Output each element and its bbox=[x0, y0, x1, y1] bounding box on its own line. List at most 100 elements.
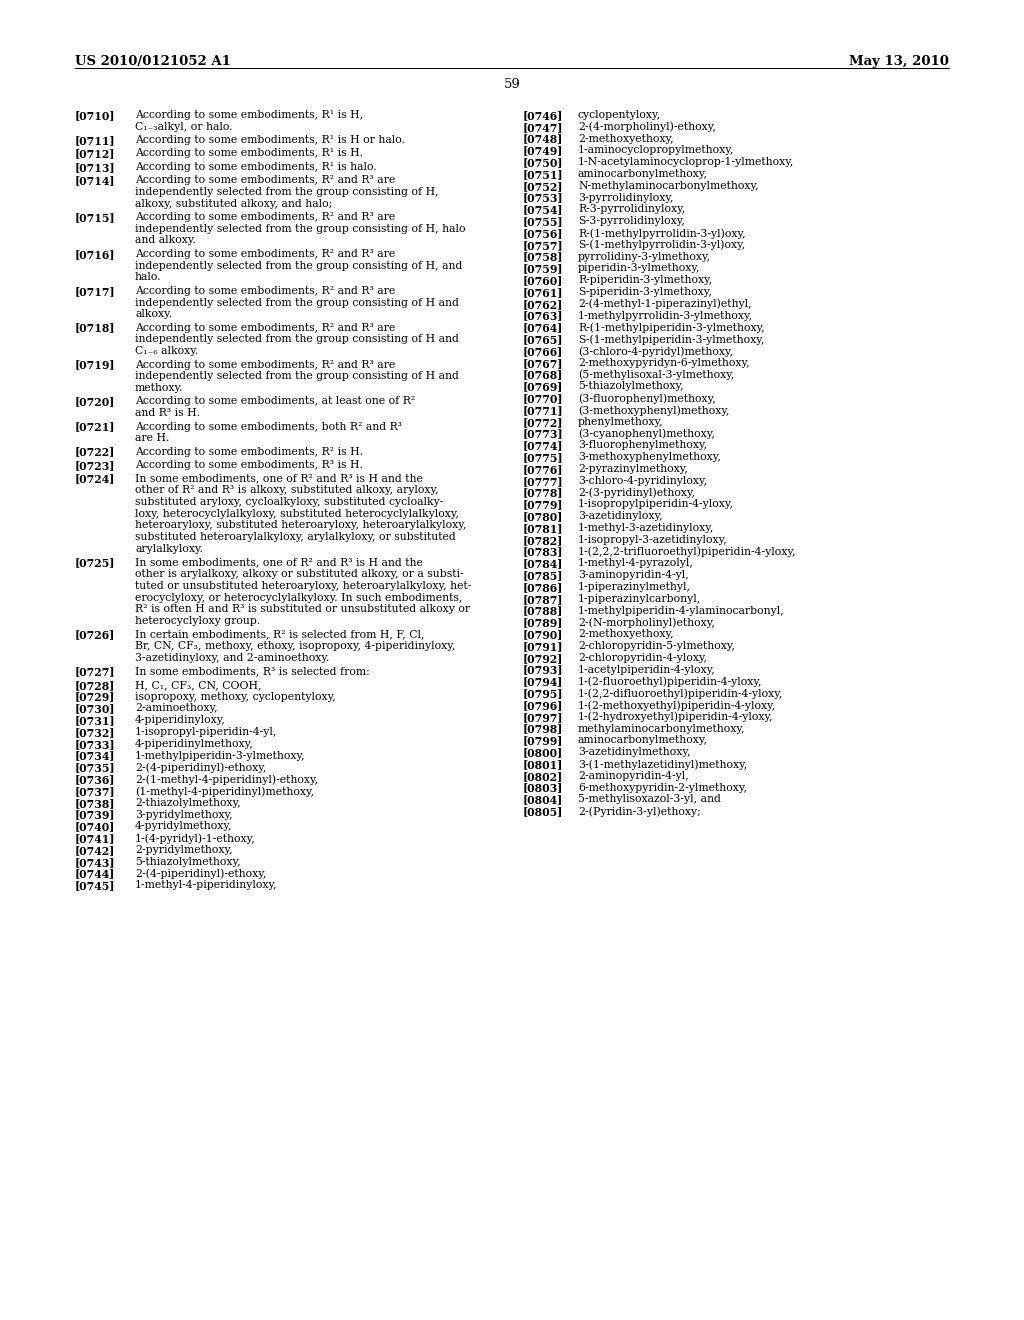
Text: According to some embodiments, R¹ is halo.: According to some embodiments, R¹ is hal… bbox=[135, 161, 377, 172]
Text: [0773]: [0773] bbox=[523, 429, 563, 440]
Text: 2-(4-piperidinyl)-ethoxy,: 2-(4-piperidinyl)-ethoxy, bbox=[135, 869, 266, 879]
Text: R-(1-methylpiperidin-3-ylmethoxy,: R-(1-methylpiperidin-3-ylmethoxy, bbox=[578, 322, 765, 333]
Text: alkoxy.: alkoxy. bbox=[135, 309, 172, 319]
Text: [0728]: [0728] bbox=[75, 680, 116, 690]
Text: 1-(2,2-difluoroethyl)piperidin-4-yloxy,: 1-(2,2-difluoroethyl)piperidin-4-yloxy, bbox=[578, 688, 783, 698]
Text: [0791]: [0791] bbox=[523, 642, 563, 652]
Text: [0761]: [0761] bbox=[523, 286, 563, 298]
Text: [0733]: [0733] bbox=[75, 739, 116, 750]
Text: other of R² and R³ is alkoxy, substituted alkoxy, aryloxy,: other of R² and R³ is alkoxy, substitute… bbox=[135, 484, 438, 495]
Text: 2-thiazolylmethoxy,: 2-thiazolylmethoxy, bbox=[135, 797, 241, 808]
Text: [0793]: [0793] bbox=[523, 664, 563, 676]
Text: aminocarbonylmethoxy,: aminocarbonylmethoxy, bbox=[578, 169, 708, 180]
Text: pyrrolidiny-3-ylmethoxy,: pyrrolidiny-3-ylmethoxy, bbox=[578, 252, 711, 261]
Text: In some embodiments, one of R² and R³ is H and the: In some embodiments, one of R² and R³ is… bbox=[135, 473, 423, 483]
Text: [0732]: [0732] bbox=[75, 727, 116, 738]
Text: [0805]: [0805] bbox=[523, 807, 563, 817]
Text: [0747]: [0747] bbox=[523, 121, 563, 133]
Text: [0731]: [0731] bbox=[75, 715, 116, 726]
Text: (5-methylisoxal-3-ylmethoxy,: (5-methylisoxal-3-ylmethoxy, bbox=[578, 370, 734, 380]
Text: heteroaryloxy, substituted heteroaryloxy, heteroarylalkyloxy,: heteroaryloxy, substituted heteroaryloxy… bbox=[135, 520, 466, 531]
Text: piperidin-3-ylmethoxy,: piperidin-3-ylmethoxy, bbox=[578, 264, 700, 273]
Text: (1-methyl-4-piperidinyl)methoxy,: (1-methyl-4-piperidinyl)methoxy, bbox=[135, 785, 314, 796]
Text: other is arylalkoxy, alkoxy or substituted alkoxy, or a substi-: other is arylalkoxy, alkoxy or substitut… bbox=[135, 569, 464, 579]
Text: [0748]: [0748] bbox=[523, 133, 563, 145]
Text: and R³ is H.: and R³ is H. bbox=[135, 408, 200, 418]
Text: 1-isopropyl-piperidin-4-yl,: 1-isopropyl-piperidin-4-yl, bbox=[135, 727, 278, 737]
Text: [0798]: [0798] bbox=[523, 723, 563, 735]
Text: According to some embodiments, R² is H.: According to some embodiments, R² is H. bbox=[135, 446, 362, 457]
Text: 2-methoxyethoxy,: 2-methoxyethoxy, bbox=[578, 630, 674, 639]
Text: Br, CN, CF₃, methoxy, ethoxy, isopropoxy, 4-piperidinyloxy,: Br, CN, CF₃, methoxy, ethoxy, isopropoxy… bbox=[135, 642, 456, 651]
Text: 3-fluorophenylmethoxy,: 3-fluorophenylmethoxy, bbox=[578, 441, 708, 450]
Text: 2-methoxyethoxy,: 2-methoxyethoxy, bbox=[578, 133, 674, 144]
Text: 3-azetidinylmethoxy,: 3-azetidinylmethoxy, bbox=[578, 747, 690, 758]
Text: S-3-pyrrolidinyloxy,: S-3-pyrrolidinyloxy, bbox=[578, 216, 685, 226]
Text: 2-methoxypyridyn-6-ylmethoxy,: 2-methoxypyridyn-6-ylmethoxy, bbox=[578, 358, 750, 368]
Text: 2-(4-methyl-1-piperazinyl)ethyl,: 2-(4-methyl-1-piperazinyl)ethyl, bbox=[578, 298, 752, 309]
Text: arylalkyloxy.: arylalkyloxy. bbox=[135, 544, 203, 554]
Text: [0724]: [0724] bbox=[75, 473, 116, 484]
Text: 1-isopropyl-3-azetidinyloxy,: 1-isopropyl-3-azetidinyloxy, bbox=[578, 535, 728, 545]
Text: independently selected from the group consisting of H and: independently selected from the group co… bbox=[135, 371, 459, 381]
Text: 2-aminopyridin-4-yl,: 2-aminopyridin-4-yl, bbox=[578, 771, 689, 781]
Text: [0743]: [0743] bbox=[75, 857, 116, 867]
Text: [0801]: [0801] bbox=[523, 759, 563, 770]
Text: [0764]: [0764] bbox=[523, 322, 563, 334]
Text: 1-(2-methoxyethyl)piperidin-4-yloxy,: 1-(2-methoxyethyl)piperidin-4-yloxy, bbox=[578, 700, 776, 710]
Text: [0751]: [0751] bbox=[523, 169, 563, 180]
Text: 5-thiazolylmethoxy,: 5-thiazolylmethoxy, bbox=[135, 857, 241, 867]
Text: 2-pyridylmethoxy,: 2-pyridylmethoxy, bbox=[135, 845, 232, 855]
Text: 2-(4-piperidinyl)-ethoxy,: 2-(4-piperidinyl)-ethoxy, bbox=[135, 763, 266, 774]
Text: 1-(2,2,2-trifluoroethyl)piperidin-4-yloxy,: 1-(2,2,2-trifluoroethyl)piperidin-4-ylox… bbox=[578, 546, 797, 557]
Text: [0790]: [0790] bbox=[523, 630, 563, 640]
Text: [0763]: [0763] bbox=[523, 310, 563, 322]
Text: [0756]: [0756] bbox=[523, 228, 563, 239]
Text: 4-piperidinyloxy,: 4-piperidinyloxy, bbox=[135, 715, 226, 725]
Text: C₁₋₃alkyl, or halo.: C₁₋₃alkyl, or halo. bbox=[135, 121, 232, 132]
Text: [0711]: [0711] bbox=[75, 135, 116, 147]
Text: [0760]: [0760] bbox=[523, 275, 563, 286]
Text: erocyclyloxy, or heterocyclylalkyloxy. In such embodiments,: erocyclyloxy, or heterocyclylalkyloxy. I… bbox=[135, 593, 463, 603]
Text: S-piperidin-3-ylmethoxy,: S-piperidin-3-ylmethoxy, bbox=[578, 286, 712, 297]
Text: According to some embodiments, both R² and R³: According to some embodiments, both R² a… bbox=[135, 421, 402, 432]
Text: [0781]: [0781] bbox=[523, 523, 563, 535]
Text: [0713]: [0713] bbox=[75, 161, 116, 173]
Text: [0725]: [0725] bbox=[75, 557, 116, 569]
Text: 1-(2-hydroxyethyl)piperidin-4-yloxy,: 1-(2-hydroxyethyl)piperidin-4-yloxy, bbox=[578, 711, 773, 722]
Text: [0712]: [0712] bbox=[75, 148, 116, 160]
Text: 3-(1-methylazetidinyl)methoxy,: 3-(1-methylazetidinyl)methoxy, bbox=[578, 759, 748, 770]
Text: [0804]: [0804] bbox=[523, 795, 563, 805]
Text: alkoxy, substituted alkoxy, and halo;: alkoxy, substituted alkoxy, and halo; bbox=[135, 198, 332, 209]
Text: [0758]: [0758] bbox=[523, 252, 563, 263]
Text: [0784]: [0784] bbox=[523, 558, 563, 569]
Text: S-(1-methylpiperidin-3-ylmethoxy,: S-(1-methylpiperidin-3-ylmethoxy, bbox=[578, 334, 764, 345]
Text: H, C₁, CF₃, CN, COOH,: H, C₁, CF₃, CN, COOH, bbox=[135, 680, 261, 690]
Text: [0787]: [0787] bbox=[523, 594, 563, 605]
Text: R-3-pyrrolidinyloxy,: R-3-pyrrolidinyloxy, bbox=[578, 205, 685, 214]
Text: [0788]: [0788] bbox=[523, 606, 563, 616]
Text: [0796]: [0796] bbox=[523, 700, 563, 711]
Text: substituted heteroarylalkyloxy, arylalkyloxy, or substituted: substituted heteroarylalkyloxy, arylalky… bbox=[135, 532, 456, 543]
Text: [0778]: [0778] bbox=[523, 487, 563, 499]
Text: [0727]: [0727] bbox=[75, 667, 116, 677]
Text: 1-N-acetylaminocycloprop-1-ylmethoxy,: 1-N-acetylaminocycloprop-1-ylmethoxy, bbox=[578, 157, 795, 168]
Text: According to some embodiments, R² and R³ are: According to some embodiments, R² and R³… bbox=[135, 285, 395, 296]
Text: [0799]: [0799] bbox=[523, 735, 563, 746]
Text: [0770]: [0770] bbox=[523, 393, 563, 404]
Text: 2-pyrazinylmethoxy,: 2-pyrazinylmethoxy, bbox=[578, 465, 688, 474]
Text: [0718]: [0718] bbox=[75, 322, 116, 334]
Text: 1-methylpiperidin-3-ylmethoxy,: 1-methylpiperidin-3-ylmethoxy, bbox=[135, 751, 305, 760]
Text: [0746]: [0746] bbox=[523, 110, 563, 121]
Text: 1-piperazinylmethyl,: 1-piperazinylmethyl, bbox=[578, 582, 691, 591]
Text: 2-aminoethoxy,: 2-aminoethoxy, bbox=[135, 704, 218, 713]
Text: 2-(4-morpholinyl)-ethoxy,: 2-(4-morpholinyl)-ethoxy, bbox=[578, 121, 716, 132]
Text: N-methylaminocarbonylmethoxy,: N-methylaminocarbonylmethoxy, bbox=[578, 181, 759, 191]
Text: 1-methyl-4-pyrazolyl,: 1-methyl-4-pyrazolyl, bbox=[578, 558, 694, 569]
Text: [0720]: [0720] bbox=[75, 396, 116, 408]
Text: 59: 59 bbox=[504, 78, 520, 91]
Text: halo.: halo. bbox=[135, 272, 162, 282]
Text: 2-(N-morpholinyl)ethoxy,: 2-(N-morpholinyl)ethoxy, bbox=[578, 618, 715, 628]
Text: 3-chloro-4-pyridinyloxy,: 3-chloro-4-pyridinyloxy, bbox=[578, 475, 708, 486]
Text: 1-methyl-4-piperidinyloxy,: 1-methyl-4-piperidinyloxy, bbox=[135, 880, 278, 891]
